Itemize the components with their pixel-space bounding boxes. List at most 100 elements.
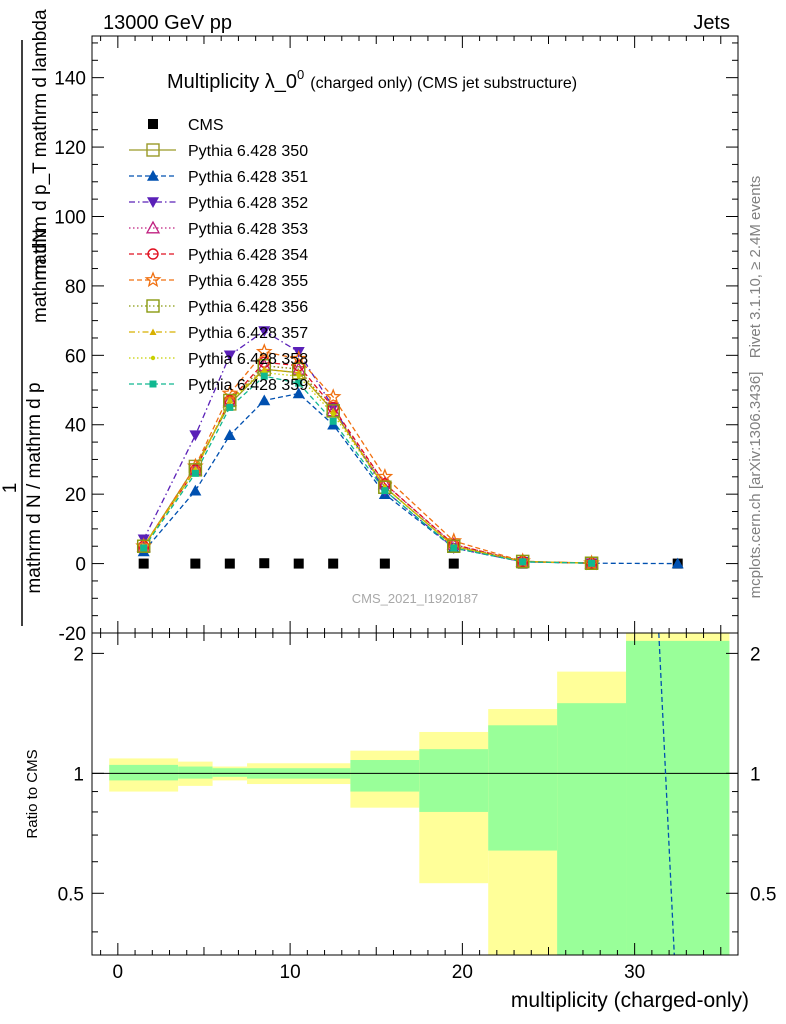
- mcplots-reference-label: mcplots.cern.ch [arXiv:1306.3436]: [747, 372, 764, 599]
- plot-title-superscript: 0: [297, 67, 304, 82]
- data-point-s6-4: [290, 349, 308, 366]
- main-series-markers: [135, 326, 684, 571]
- axis-ticks: [92, 36, 738, 955]
- green-band-1: [178, 766, 213, 779]
- ratio-y-tick-label: 2: [73, 644, 84, 665]
- ratio-plot-frame: [91, 632, 739, 956]
- legend-marker-5: [147, 248, 159, 260]
- data-point-s9-4: [296, 373, 301, 379]
- green-band-7: [557, 703, 627, 955]
- ratio-y-tick-label: 0.5: [58, 884, 84, 905]
- data-point-s10-8: [519, 558, 527, 566]
- series-line-6: [143, 351, 592, 564]
- y-label-prefix-denominator: mathrm d N / mathrm d p: [24, 382, 45, 593]
- legend-marker-2: [147, 170, 159, 181]
- legend-marker-10: [149, 380, 157, 388]
- ratio-y-axis-label: Ratio to CMS: [24, 749, 41, 838]
- data-point-s6-3: [255, 343, 273, 359]
- data-point-s9-5: [330, 412, 336, 417]
- series-line-10: [143, 375, 592, 564]
- legend-marker-9: [150, 355, 156, 361]
- plot-title: Multiplicity λ_00 (charged only) (CMS jet…: [167, 67, 577, 93]
- legend-label-6: Pythia 6.428 355: [188, 273, 308, 290]
- y-label-prefix-numerator: 1: [0, 483, 21, 494]
- legend-label-7: Pythia 6.428 356: [188, 299, 308, 316]
- data-point-s6-5: [324, 388, 342, 405]
- data-point-s10-3: [260, 372, 268, 380]
- series-line-4: [143, 365, 592, 564]
- legend-label-9: Pythia 6.428 358: [188, 351, 308, 368]
- legend-marker-3: [147, 197, 159, 208]
- plot-title-main: Multiplicity λ_0: [167, 71, 297, 93]
- main-y-tick-label: 20: [65, 485, 86, 506]
- main-y-tick-label: -20: [59, 624, 86, 645]
- data-point-s10-0: [140, 544, 148, 552]
- main-y-tick-label: 120: [54, 138, 86, 159]
- legend-label-5: Pythia 6.428 354: [188, 247, 308, 264]
- ratio-series-lines: [92, 633, 738, 955]
- y-label-numerator: mathrm dN: [30, 229, 51, 323]
- data-point-s2-1: [189, 484, 202, 496]
- x-tick-label: 10: [280, 962, 301, 983]
- data-point-s0-1: [190, 558, 201, 569]
- data-point-s2-4: [292, 387, 305, 399]
- data-point-s0-7: [448, 558, 459, 569]
- ratio-y-tick-label: 1: [73, 764, 84, 785]
- data-point-s7-7: [447, 539, 461, 553]
- data-point-s3-3: [258, 326, 271, 338]
- ratio-uncertainty-bands: [109, 633, 730, 955]
- legend-marker-4: [145, 220, 161, 234]
- header-collision-label: 13000 GeV pp: [103, 12, 232, 34]
- main-y-tick-label: 100: [54, 207, 86, 228]
- data-point-s10-6: [381, 487, 389, 495]
- legend-marker-8: [149, 328, 157, 335]
- data-point-s6-6: [376, 467, 394, 484]
- data-point-s10-5: [329, 417, 337, 425]
- data-point-s8-4: [295, 369, 303, 376]
- data-point-s8-3: [260, 365, 268, 373]
- ratio-y-tick-label-right: 0.5: [750, 884, 776, 905]
- legend-label-1: Pythia 6.428 350: [188, 143, 308, 160]
- data-point-s7-0: [136, 539, 151, 553]
- legend-marker-1: [146, 143, 160, 157]
- data-point-s0-4: [293, 558, 304, 569]
- data-point-s2-2: [223, 429, 236, 440]
- data-point-s10-9: [588, 559, 596, 567]
- legend-label-0: CMS: [188, 117, 224, 134]
- main-y-axis-label: mathrm dN mathrm d p_T mathrm d lambda 1…: [0, 9, 51, 626]
- data-point-s3-2: [223, 350, 236, 362]
- x-tick-label: 20: [452, 962, 473, 983]
- main-y-tick-label: 0: [75, 555, 86, 576]
- data-point-s0-6: [379, 558, 390, 569]
- green-band-2: [212, 768, 248, 777]
- green-band-6: [488, 725, 558, 851]
- data-point-s7-9: [584, 556, 599, 570]
- green-band-8: [626, 640, 730, 955]
- main-y-tick-label: 60: [65, 346, 86, 367]
- rivet-version-label: Rivet 3.1.10, ≥ 2.4M events: [747, 176, 764, 359]
- data-point-s0-3: [259, 558, 270, 569]
- data-point-s9-2: [227, 398, 233, 403]
- main-y-tick-label: 80: [65, 277, 86, 298]
- data-point-s5-8: [516, 555, 529, 568]
- legend-label-8: Pythia 6.428 357: [188, 325, 308, 342]
- data-point-s7-8: [515, 554, 530, 569]
- data-point-s3-1: [189, 430, 202, 442]
- legend-label-2: Pythia 6.428 351: [188, 169, 308, 186]
- series-line-7: [143, 365, 592, 564]
- legend-label-4: Pythia 6.428 353: [188, 221, 308, 238]
- data-point-s10-7: [450, 544, 458, 552]
- data-point-s10-2: [226, 403, 234, 411]
- series-line-8: [143, 368, 592, 564]
- data-point-s2-10: [671, 557, 684, 569]
- legend-label-3: Pythia 6.428 352: [188, 195, 308, 212]
- legend-marker-6: [144, 271, 162, 288]
- data-point-s10-1: [191, 469, 199, 477]
- ratio-series-line-0: [658, 633, 675, 955]
- data-point-s0-5: [328, 558, 339, 569]
- x-axis-label: multiplicity (charged-only): [511, 989, 749, 1012]
- x-tick-label: 30: [624, 962, 645, 983]
- green-band-5: [419, 749, 489, 812]
- data-point-s0-2: [224, 558, 235, 569]
